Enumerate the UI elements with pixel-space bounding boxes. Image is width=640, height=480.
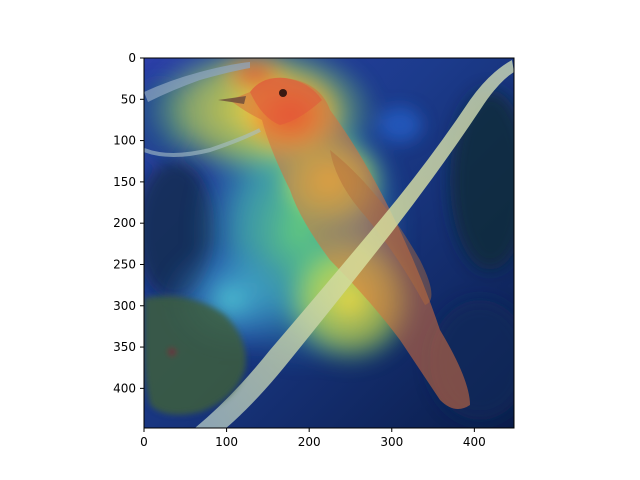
y-tick-label: 400 xyxy=(113,381,136,395)
x-tick-label: 400 xyxy=(463,435,486,449)
y-tick-label: 200 xyxy=(113,216,136,230)
x-tick-label: 300 xyxy=(380,435,403,449)
y-tick-label: 150 xyxy=(113,175,136,189)
x-tick-label: 200 xyxy=(298,435,321,449)
y-tick-label: 300 xyxy=(113,299,136,313)
y-tick-label: 350 xyxy=(113,340,136,354)
y-tick-label: 50 xyxy=(121,92,136,106)
x-tick-label: 0 xyxy=(140,435,148,449)
heatmap-image xyxy=(144,58,514,428)
y-tick-label: 0 xyxy=(128,51,136,65)
x-tick-label: 100 xyxy=(215,435,238,449)
y-axis: 0 50 100 150 200 250 300 350 400 xyxy=(113,51,144,395)
y-tick-label: 100 xyxy=(113,134,136,148)
y-tick-label: 250 xyxy=(113,257,136,271)
leaf xyxy=(144,296,246,415)
x-axis: 0 100 200 300 400 xyxy=(140,428,486,449)
plot-frame xyxy=(143,57,515,429)
branch xyxy=(144,60,514,428)
